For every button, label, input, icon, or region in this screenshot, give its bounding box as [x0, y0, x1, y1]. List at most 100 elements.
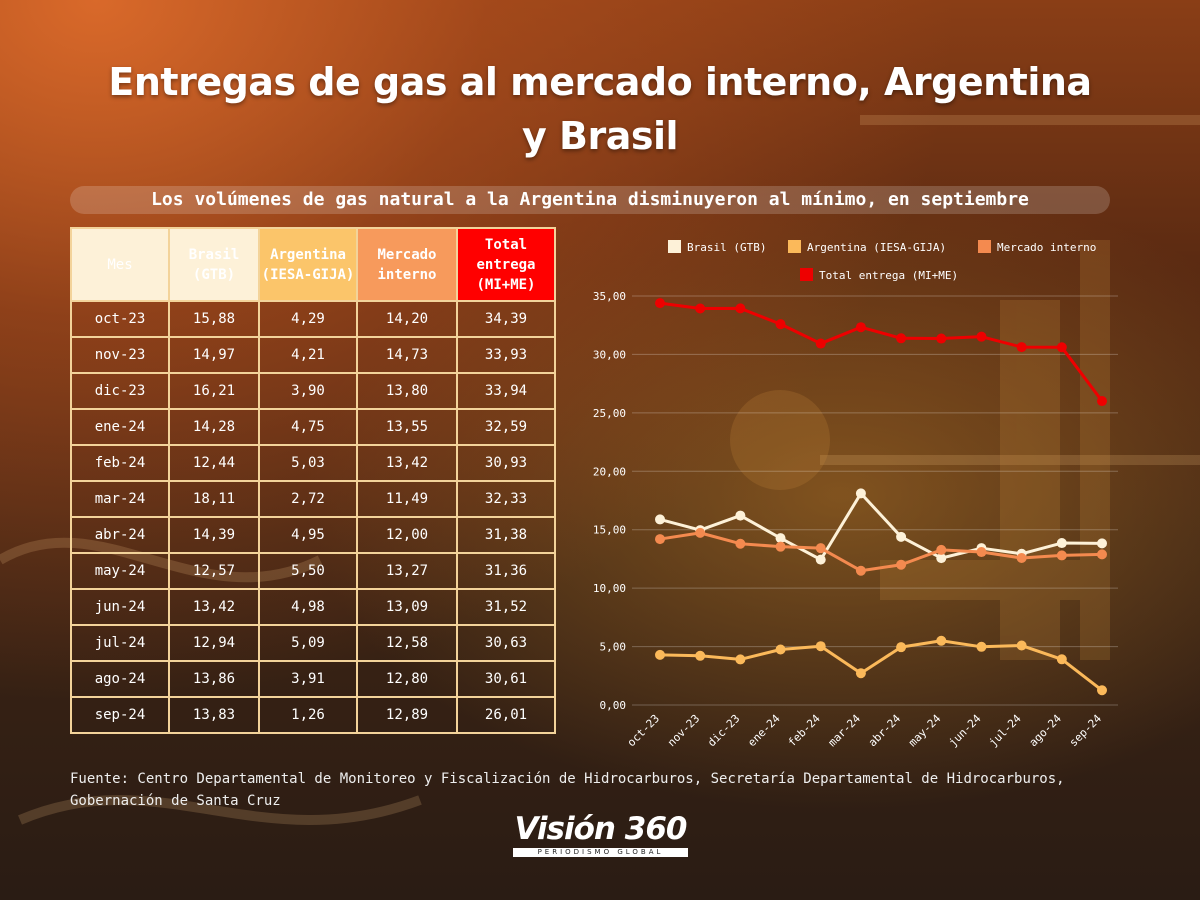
cell-mes: abr-24: [70, 516, 170, 554]
table-header-row: Mes Brasil (GTB) Argentina (IESA-GIJA) M…: [70, 227, 556, 302]
cell-brasil: 12,57: [168, 552, 260, 590]
legend-swatch: [800, 268, 813, 281]
x-tick-label: jul-24: [986, 712, 1024, 750]
header-argentina: Argentina (IESA-GIJA): [258, 227, 358, 302]
table-row: jun-24 13,42 4,98 13,09 31,52: [70, 588, 556, 626]
cell-brasil: 12,94: [168, 624, 260, 662]
cell-argentina: 3,90: [258, 372, 358, 410]
x-tick-label: sep-24: [1067, 712, 1105, 750]
cell-total: 31,38: [456, 516, 556, 554]
data-point: [936, 544, 947, 555]
data-point: [815, 641, 826, 652]
data-point: [936, 635, 947, 646]
cell-mes: may-24: [70, 552, 170, 590]
data-point: [936, 553, 947, 564]
x-tick-label: ene-24: [745, 712, 783, 750]
data-point: [896, 642, 907, 653]
x-tick-label: dic-23: [705, 712, 742, 749]
x-tick-label: feb-24: [786, 712, 824, 750]
cell-mercado-interno: 13,80: [356, 372, 458, 410]
line-chart: Brasil (GTB) Argentina (IESA-GIJA) Mercado…: [593, 240, 1118, 750]
data-point: [896, 559, 907, 570]
logo-wordmark: Visión 360: [514, 811, 687, 847]
data-point: [1016, 552, 1027, 563]
legend-swatch: [788, 240, 801, 253]
series-line: [659, 491, 1103, 562]
header-mercado-interno: Mercado interno: [356, 227, 458, 302]
cell-mes: nov-23: [70, 336, 170, 374]
cell-argentina: 4,29: [258, 300, 358, 338]
cell-mes: ene-24: [70, 408, 170, 446]
cell-argentina: 5,09: [258, 624, 358, 662]
data-point: [1097, 538, 1107, 549]
data-point: [976, 331, 987, 342]
data-point: [695, 650, 706, 661]
cell-brasil: 13,83: [168, 696, 260, 734]
y-tick-label: 25,00: [593, 407, 626, 420]
x-tick-label: ago-24: [1027, 712, 1065, 750]
cell-mercado-interno: 14,73: [356, 336, 458, 374]
x-tick-label: abr-24: [866, 712, 904, 750]
legend-swatch: [978, 240, 991, 253]
data-point: [735, 538, 746, 549]
data-point: [775, 319, 786, 330]
cell-mercado-interno: 12,58: [356, 624, 458, 662]
data-point: [976, 641, 987, 652]
data-point: [655, 298, 665, 309]
y-tick-label: 0,00: [600, 699, 627, 712]
table-row: oct-23 15,88 4,29 14,20 34,39: [70, 300, 556, 338]
cell-brasil: 13,42: [168, 588, 260, 626]
series-line: [659, 531, 1103, 573]
x-tick-label: mar-24: [826, 712, 864, 750]
cell-argentina: 4,21: [258, 336, 358, 374]
header-mes: Mes: [70, 227, 170, 302]
data-point: [735, 654, 746, 665]
data-point: [655, 534, 665, 545]
cell-brasil: 14,39: [168, 516, 260, 554]
data-point: [775, 541, 786, 552]
cell-mes: jul-24: [70, 624, 170, 662]
cell-brasil: 12,44: [168, 444, 260, 482]
data-point: [815, 543, 826, 554]
data-point: [655, 649, 665, 660]
data-point: [936, 333, 947, 344]
data-point: [1097, 685, 1107, 696]
data-point: [815, 554, 826, 565]
cell-argentina: 2,72: [258, 480, 358, 518]
data-point: [1097, 549, 1107, 560]
table-row: nov-23 14,97 4,21 14,73 33,93: [70, 336, 556, 374]
data-point: [1056, 538, 1067, 549]
legend-label: Total entrega (MI+ME): [819, 269, 958, 282]
legend-label: Brasil (GTB): [687, 241, 766, 254]
subtitle: Los volúmenes de gas natural a la Argent…: [70, 186, 1110, 214]
table-row: ago-24 13,86 3,91 12,80 30,61: [70, 660, 556, 698]
data-point: [1016, 342, 1027, 353]
data-point: [775, 644, 786, 655]
cell-mercado-interno: 13,42: [356, 444, 458, 482]
series-line: [659, 639, 1103, 692]
cell-mercado-interno: 12,89: [356, 696, 458, 734]
data-point: [855, 565, 866, 576]
cell-total: 33,94: [456, 372, 556, 410]
header-brasil: Brasil (GTB): [168, 227, 260, 302]
y-tick-label: 10,00: [593, 582, 626, 595]
y-tick-label: 5,00: [600, 641, 627, 654]
x-tick-label: oct-23: [625, 712, 662, 749]
y-tick-label: 15,00: [593, 524, 626, 537]
page-title: Entregas de gas al mercado interno, Arge…: [108, 60, 1092, 158]
cell-total: 30,61: [456, 660, 556, 698]
cell-brasil: 18,11: [168, 480, 260, 518]
cell-total: 30,93: [456, 444, 556, 482]
cell-mes: sep-24: [70, 696, 170, 734]
table-row: dic-23 16,21 3,90 13,80 33,94: [70, 372, 556, 410]
data-point: [855, 488, 866, 499]
cell-mercado-interno: 13,09: [356, 588, 458, 626]
data-point: [815, 338, 826, 349]
data-point: [1056, 550, 1067, 561]
data-point: [855, 668, 866, 679]
cell-argentina: 4,98: [258, 588, 358, 626]
cell-mes: mar-24: [70, 480, 170, 518]
cell-brasil: 15,88: [168, 300, 260, 338]
cell-total: 31,36: [456, 552, 556, 590]
cell-mes: dic-23: [70, 372, 170, 410]
